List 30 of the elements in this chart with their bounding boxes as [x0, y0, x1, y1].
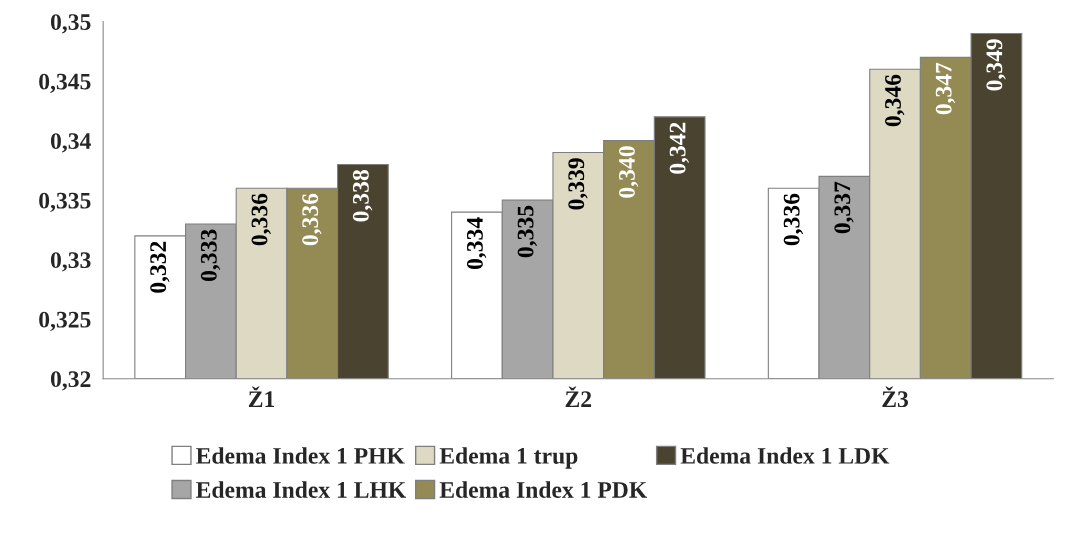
data-label: 0,336 — [302, 193, 322, 246]
data-label: 0,342 — [669, 122, 689, 174]
y-tick-label: 0,35 — [50, 14, 91, 34]
y-tick-label: 0,34 — [50, 133, 91, 153]
data-label: 0,336 — [251, 193, 271, 246]
data-label: 0,335 — [517, 205, 537, 258]
data-label: 0,337 — [834, 181, 854, 234]
legend-label: Edema Index 1 LDK — [680, 447, 890, 464]
data-label: 0,340 — [618, 146, 639, 198]
legend-label: Edema Index 1 LHK — [196, 481, 407, 498]
data-label: 0,346 — [885, 74, 905, 127]
data-label: 0,336 — [783, 193, 804, 246]
legend-label: Edema Index 1 PHK — [196, 447, 405, 464]
data-label: 0,338 — [352, 170, 373, 222]
data-label: 0,333 — [200, 229, 221, 281]
legend-label: Edema Index 1 PDK — [439, 481, 648, 498]
data-label: 0,339 — [568, 158, 588, 210]
y-tick-label: 0,335 — [39, 192, 91, 213]
y-tick-label: 0,32 — [50, 371, 91, 391]
data-label: 0,347 — [935, 62, 956, 115]
data-label: 0,332 — [150, 241, 170, 293]
data-label: 0,349 — [986, 39, 1006, 91]
legend-label: Edema 1 trup — [439, 447, 578, 469]
x-tick-label: Ž3 — [882, 386, 909, 408]
y-tick-label: 0,345 — [39, 73, 91, 93]
data-label: 0,334 — [466, 217, 487, 270]
y-tick-label: 0,325 — [39, 311, 91, 332]
y-tick-label: 0,33 — [50, 252, 91, 272]
x-tick-label: Ž2 — [565, 386, 592, 407]
x-tick-label: Ž1 — [248, 386, 275, 407]
